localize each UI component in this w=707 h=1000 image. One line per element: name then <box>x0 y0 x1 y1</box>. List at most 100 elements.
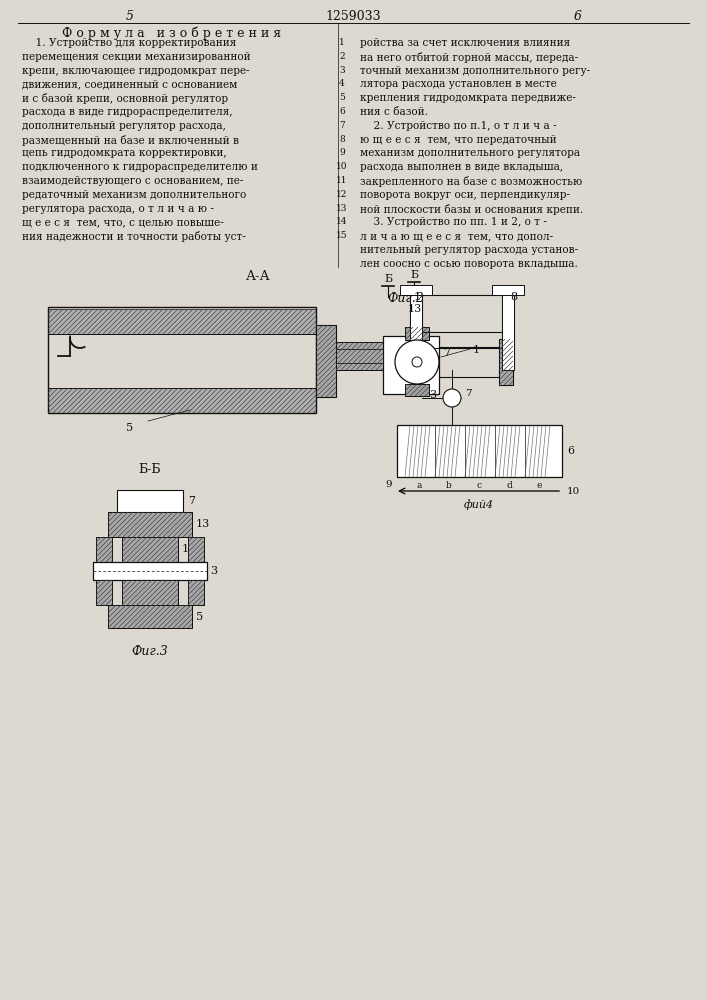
Bar <box>502 295 514 370</box>
Circle shape <box>412 357 422 367</box>
Bar <box>188 537 204 562</box>
Circle shape <box>395 340 439 384</box>
Text: 11: 11 <box>337 176 348 185</box>
Text: расхода в виде гидрораспределителя,: расхода в виде гидрораспределителя, <box>22 107 233 117</box>
Bar <box>336 342 383 370</box>
Text: ния с базой.: ния с базой. <box>360 107 428 117</box>
Bar <box>48 309 316 334</box>
Text: дополнительный регулятор расхода,: дополнительный регулятор расхода, <box>22 121 226 131</box>
Text: перемещения секции механизированной: перемещения секции механизированной <box>22 52 250 62</box>
Bar <box>96 580 112 605</box>
Text: 8: 8 <box>339 135 345 144</box>
Bar <box>316 325 336 397</box>
Text: e: e <box>537 481 542 490</box>
Bar <box>188 580 204 605</box>
Bar <box>48 388 316 413</box>
Bar <box>405 327 429 340</box>
Text: Фиг.2: Фиг.2 <box>387 292 423 305</box>
Text: нительный регулятор расхода установ-: нительный регулятор расхода установ- <box>360 245 578 255</box>
Bar <box>122 580 178 605</box>
Text: л и ч а ю щ е е с я  тем, что допол-: л и ч а ю щ е е с я тем, что допол- <box>360 231 553 241</box>
Text: редаточный механизм дополнительного: редаточный механизм дополнительного <box>22 190 246 200</box>
Bar <box>499 339 513 385</box>
Text: фий4: фий4 <box>464 499 494 510</box>
Text: 13: 13 <box>408 304 422 314</box>
Bar <box>96 580 112 605</box>
Text: ной плоскости базы и основания крепи.: ной плоскости базы и основания крепи. <box>360 204 583 215</box>
Text: 9: 9 <box>339 148 345 157</box>
Text: на него отбитой горной массы, переда-: на него отбитой горной массы, переда- <box>360 52 578 63</box>
Bar <box>188 537 204 562</box>
Bar <box>96 537 112 562</box>
Text: Б: Б <box>410 270 418 280</box>
Bar <box>188 580 204 605</box>
Text: 3: 3 <box>429 390 436 400</box>
Bar <box>336 342 383 370</box>
Bar <box>108 512 192 537</box>
Text: поворота вокруг оси, перпендикуляр-: поворота вокруг оси, перпендикуляр- <box>360 190 570 200</box>
Text: взаимодействующего с основанием, пе-: взаимодействующего с основанием, пе- <box>22 176 243 186</box>
Bar <box>122 537 178 562</box>
Text: 4: 4 <box>339 79 345 88</box>
Bar <box>117 490 183 512</box>
Text: 3: 3 <box>210 566 217 576</box>
Text: движения, соединенный с основанием: движения, соединенный с основанием <box>22 79 238 89</box>
Bar <box>108 512 192 537</box>
Bar <box>188 537 204 562</box>
Bar <box>122 537 178 562</box>
Text: Фиг.3: Фиг.3 <box>132 645 168 658</box>
Text: 10: 10 <box>337 162 348 171</box>
Text: 7: 7 <box>188 496 195 506</box>
Bar <box>96 580 112 605</box>
Text: 5: 5 <box>196 612 203 622</box>
Text: 12: 12 <box>337 190 348 199</box>
Bar <box>108 605 192 628</box>
Text: 6: 6 <box>339 107 345 116</box>
Text: расхода выполнен в виде вкладыша,: расхода выполнен в виде вкладыша, <box>360 162 563 172</box>
Text: 5: 5 <box>127 423 134 433</box>
Bar <box>405 327 429 340</box>
Bar <box>405 327 429 340</box>
Bar <box>122 580 178 605</box>
Text: А-А: А-А <box>246 270 270 283</box>
Text: лятора расхода установлен в месте: лятора расхода установлен в месте <box>360 79 556 89</box>
Text: 15: 15 <box>337 231 348 240</box>
Text: 7: 7 <box>465 388 472 397</box>
Text: 7: 7 <box>443 348 450 358</box>
Bar <box>108 605 192 628</box>
Bar <box>48 309 316 334</box>
Bar <box>405 384 429 396</box>
Text: Б: Б <box>384 274 392 284</box>
Bar <box>410 295 422 370</box>
Text: лен соосно с осью поворота вкладыша.: лен соосно с осью поворота вкладыша. <box>360 259 578 269</box>
Text: 8: 8 <box>510 292 517 302</box>
Text: размещенный на базе и включенный в: размещенный на базе и включенный в <box>22 135 239 146</box>
Bar <box>336 342 383 370</box>
Bar <box>108 605 192 628</box>
Text: 1. Устройство для корректирования: 1. Устройство для корректирования <box>22 38 236 48</box>
Text: 2. Устройство по п.1, о т л и ч а -: 2. Устройство по п.1, о т л и ч а - <box>360 121 556 131</box>
Bar <box>405 384 429 396</box>
Bar <box>316 325 336 397</box>
Text: d: d <box>506 481 512 490</box>
Bar <box>492 285 524 295</box>
Bar <box>188 580 204 605</box>
Text: ю щ е е с я  тем, что передаточный: ю щ е е с я тем, что передаточный <box>360 135 556 145</box>
Text: и с базой крепи, основной регулятор: и с базой крепи, основной регулятор <box>22 93 228 104</box>
Text: 1: 1 <box>182 544 189 554</box>
Circle shape <box>443 389 461 407</box>
Text: крепления гидродомкрата передвиже-: крепления гидродомкрата передвиже- <box>360 93 576 103</box>
Text: закрепленного на базе с возможностью: закрепленного на базе с возможностью <box>360 176 583 187</box>
Text: 7: 7 <box>339 121 345 130</box>
Bar <box>96 537 112 562</box>
Text: ройства за счет исключения влияния: ройства за счет исключения влияния <box>360 38 571 48</box>
Text: b: b <box>446 481 452 490</box>
Text: щ е е с я  тем, что, с целью повыше-: щ е е с я тем, что, с целью повыше- <box>22 217 223 227</box>
Text: цепь гидродомкрата корректировки,: цепь гидродомкрата корректировки, <box>22 148 227 158</box>
Bar <box>48 307 316 413</box>
Text: a: a <box>416 481 421 490</box>
Text: 3. Устройство по пп. 1 и 2, о т -: 3. Устройство по пп. 1 и 2, о т - <box>360 217 547 227</box>
Text: регулятора расхода, о т л и ч а ю -: регулятора расхода, о т л и ч а ю - <box>22 204 214 214</box>
Text: 6: 6 <box>567 446 574 456</box>
Text: Ф о р м у л а   и з о б р е т е н и я: Ф о р м у л а и з о б р е т е н и я <box>62 27 281 40</box>
